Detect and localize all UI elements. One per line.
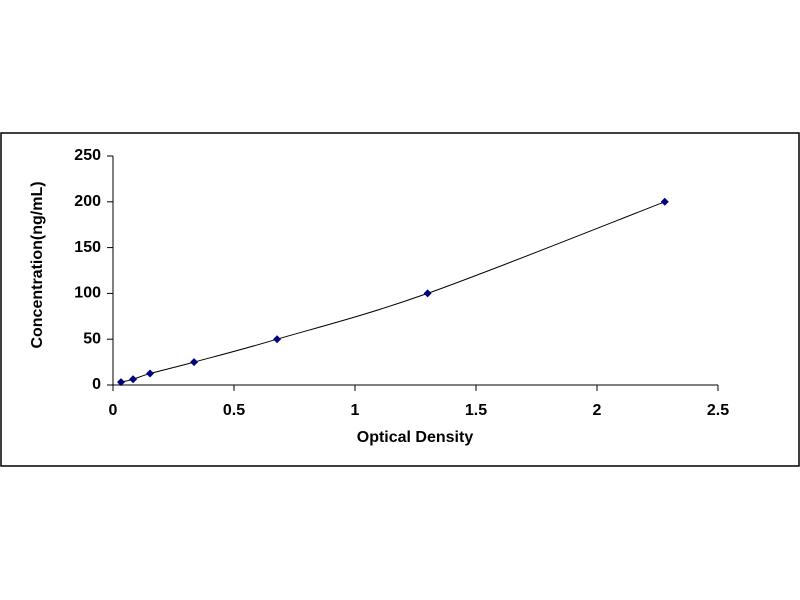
data-point	[190, 358, 199, 367]
data-point	[146, 369, 155, 378]
y-tick-label: 200	[74, 193, 101, 210]
data-point	[129, 375, 138, 384]
data-point	[423, 289, 432, 298]
x-tick-label: 1.5	[465, 402, 487, 419]
y-tick-label: 150	[74, 239, 101, 256]
y-tick-label: 250	[74, 147, 101, 164]
x-tick-label: 2	[593, 402, 602, 419]
y-tick-label: 0	[92, 376, 101, 393]
y-tick-label: 50	[83, 330, 101, 347]
data-point	[660, 197, 669, 206]
x-tick-label: 0.5	[223, 402, 245, 419]
chart-frame	[0, 132, 800, 467]
x-tick-label: 0	[109, 402, 118, 419]
y-tick-label: 100	[74, 285, 101, 302]
data-point	[273, 335, 282, 344]
data-point	[116, 378, 125, 387]
y-axis-title: Concentration(ng/mL)	[29, 181, 46, 348]
x-tick-label: 2.5	[707, 402, 729, 419]
x-axis-title: Optical Density	[357, 429, 474, 446]
x-tick-label: 1	[351, 402, 360, 419]
